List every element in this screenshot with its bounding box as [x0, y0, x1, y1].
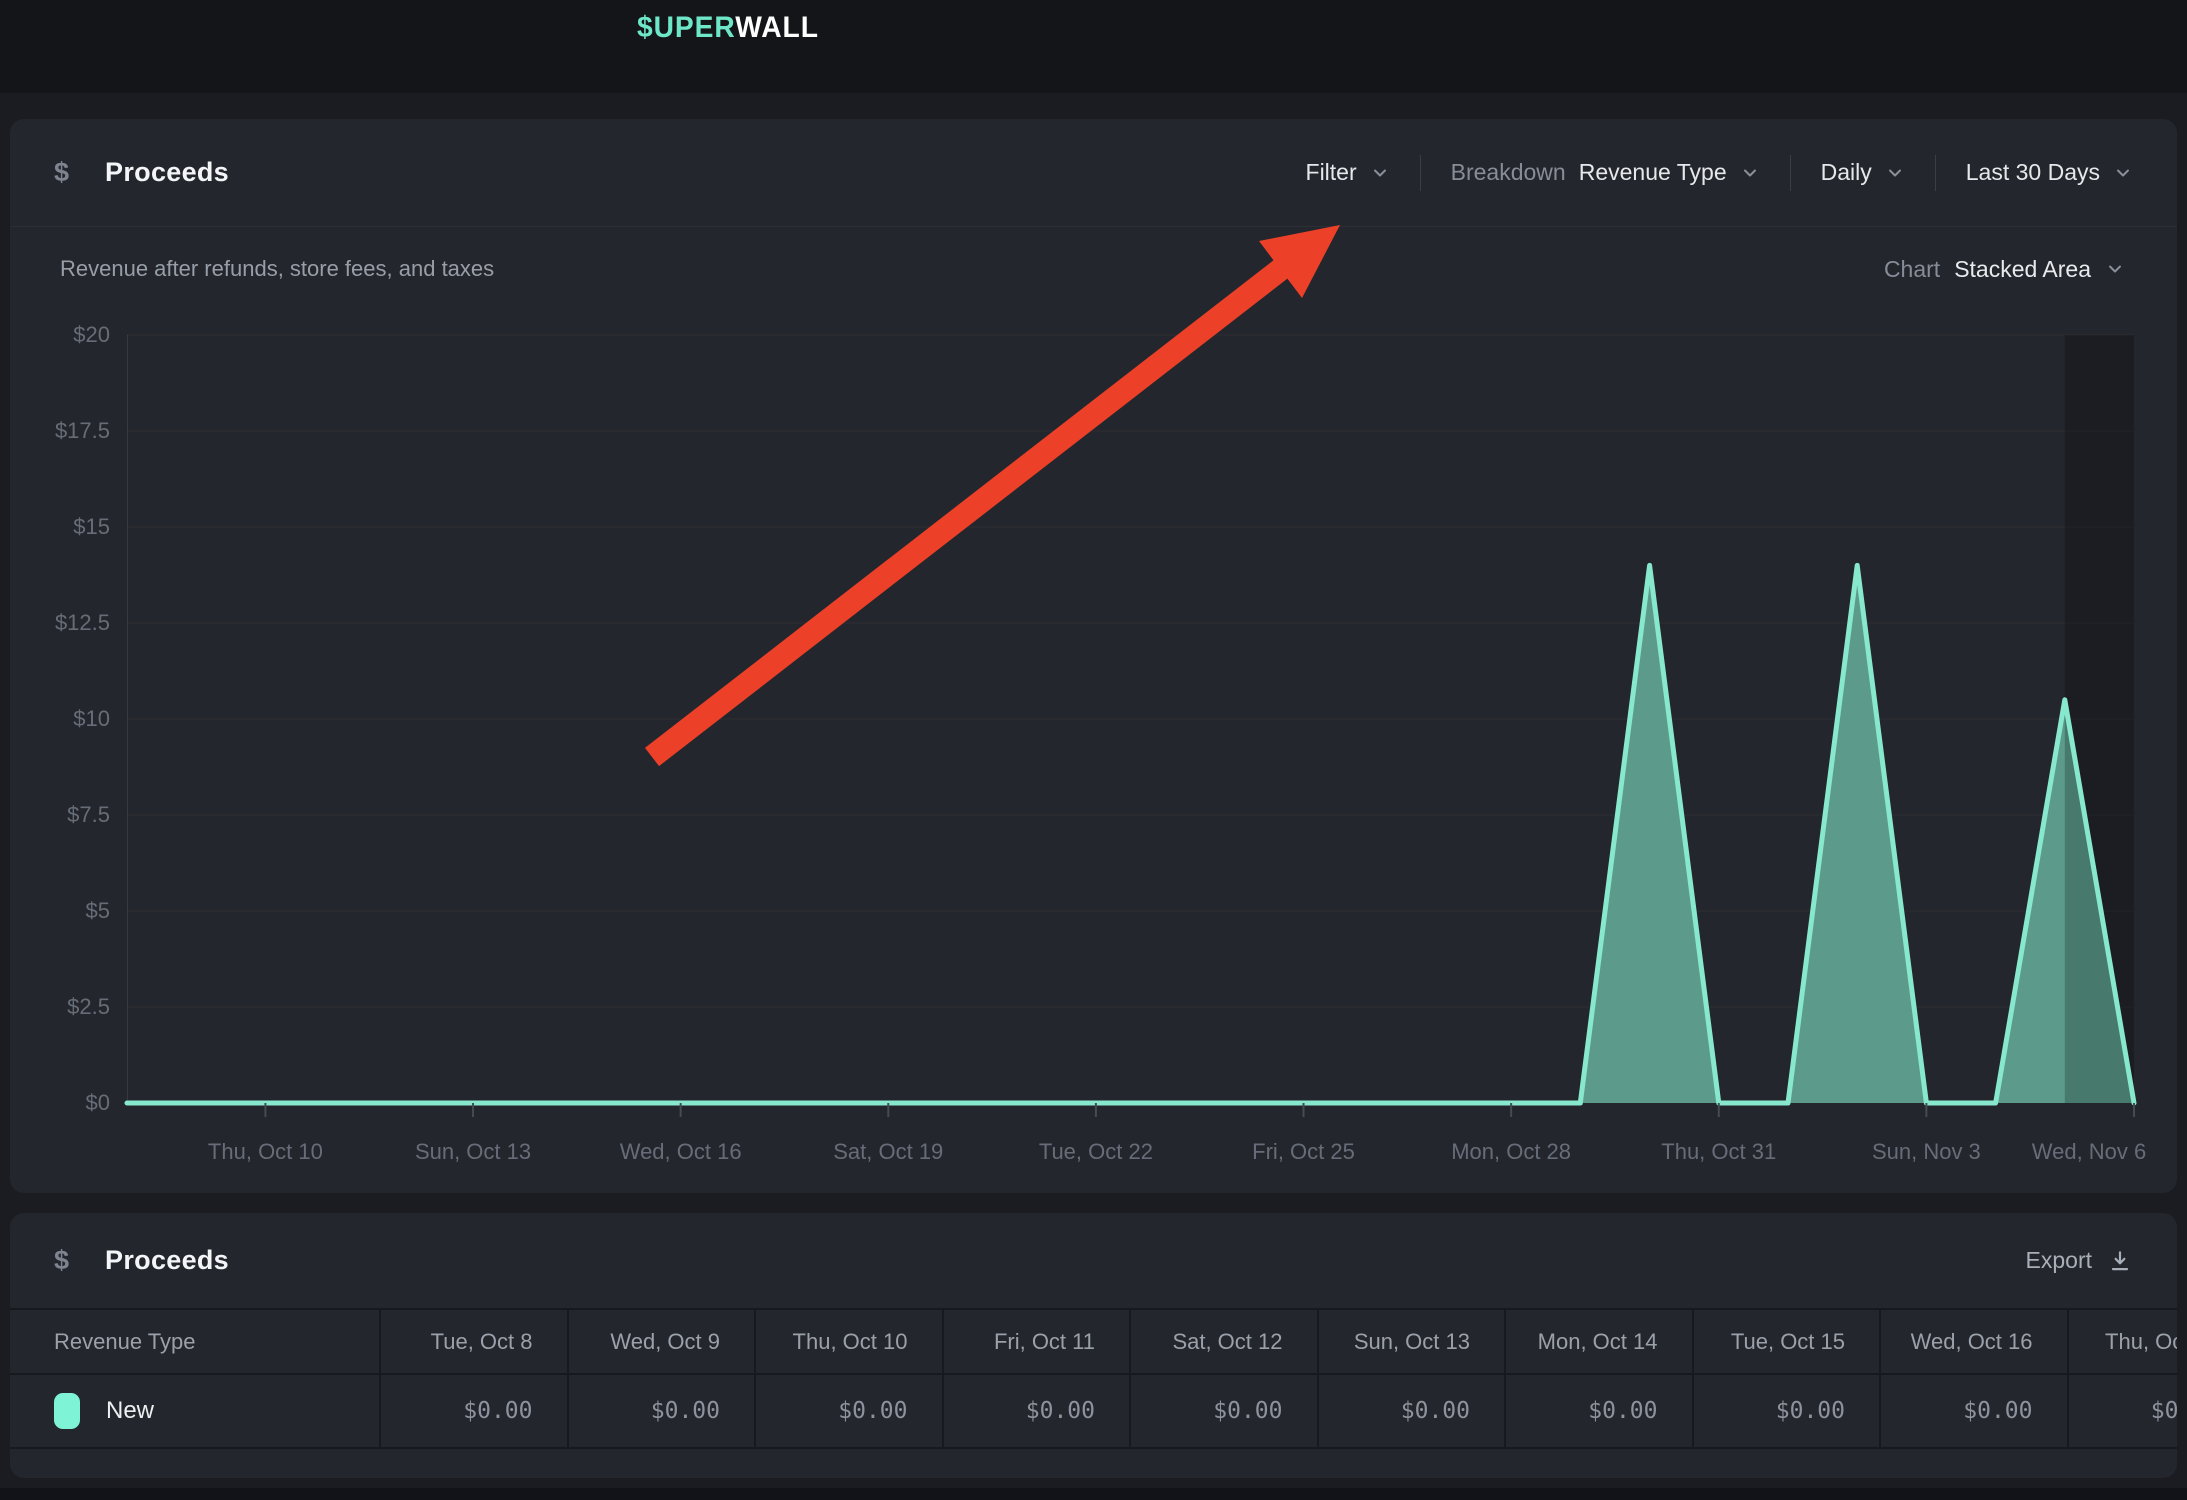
table-cell-value: $0.00: [1879, 1375, 2067, 1449]
chart-subtitle: Revenue after refunds, store fees, and t…: [60, 256, 494, 282]
table-row-label-cell: New: [10, 1375, 379, 1449]
chart-type-label: Chart: [1884, 256, 1940, 283]
column-header-date: Tue, Oct 8: [379, 1308, 567, 1375]
chevron-down-icon: [1885, 163, 1905, 183]
bottom-band: [0, 1488, 2187, 1500]
column-header-date: Thu, Oct 10: [754, 1308, 942, 1375]
date-range-control[interactable]: Last 30 Days: [1936, 159, 2133, 186]
chart-panel-header: $ Proceeds Filter Breakdown Revenue Type…: [10, 119, 2177, 227]
y-axis-tick-label: $5: [86, 898, 110, 924]
x-axis-tick-label: Wed, Nov 6: [2032, 1137, 2147, 1167]
top-bar: $UPERWALL: [0, 0, 2187, 93]
x-axis-tick-label: Sun, Oct 13: [415, 1137, 531, 1167]
row-label: New: [106, 1397, 154, 1425]
chevron-down-icon: [1740, 163, 1760, 183]
x-axis-tick-label: Sat, Oct 19: [833, 1137, 943, 1167]
table-cell-value: $0.00: [754, 1375, 942, 1449]
y-axis-tick-label: $20: [73, 322, 110, 348]
column-header-date: Tue, Oct 15: [1692, 1308, 1880, 1375]
filter-control[interactable]: Filter: [1276, 159, 1420, 186]
y-axis-tick-label: $7.5: [67, 802, 110, 828]
x-axis-tick-label: Wed, Oct 16: [620, 1137, 742, 1167]
x-axis-tick-label: Sun, Nov 3: [1872, 1137, 1981, 1167]
export-label: Export: [2026, 1247, 2092, 1274]
breakdown-label: Breakdown: [1451, 159, 1566, 186]
breakdown-value: Revenue Type: [1579, 159, 1727, 186]
granularity-value: Daily: [1821, 159, 1872, 186]
y-axis-tick-label: $17.5: [55, 418, 110, 444]
chart-type-value: Stacked Area: [1954, 256, 2091, 283]
table-cell-value: $0.00: [2067, 1375, 2178, 1449]
table-cell-value: $0.00: [1692, 1375, 1880, 1449]
table-panel-title: Proceeds: [105, 1245, 229, 1276]
table-cell-value: $0.00: [1504, 1375, 1692, 1449]
column-header-date: Fri, Oct 11: [942, 1308, 1130, 1375]
y-axis-labels: $0$2.5$5$7.5$10$12.5$15$17.5$20: [10, 335, 110, 1103]
dollar-icon: $: [54, 1245, 69, 1276]
download-icon: [2107, 1248, 2133, 1274]
column-header-date: Wed, Oct 9: [567, 1308, 755, 1375]
chart-type-control[interactable]: Chart Stacked Area: [1884, 256, 2125, 283]
column-header-date: Mon, Oct 14: [1504, 1308, 1692, 1375]
table-cell-value: $0.00: [379, 1375, 567, 1449]
filter-label: Filter: [1306, 159, 1357, 186]
chart-controls: Filter Breakdown Revenue Type Daily Last…: [1276, 155, 2133, 191]
breakdown-control[interactable]: Breakdown Revenue Type: [1421, 159, 1790, 186]
column-header-revenue-type: Revenue Type: [10, 1308, 379, 1375]
proceeds-table: Revenue TypeTue, Oct 8Wed, Oct 9Thu, Oct…: [10, 1308, 2177, 1449]
chevron-down-icon: [1370, 163, 1390, 183]
table-cell-value: $0.00: [567, 1375, 755, 1449]
legend-swatch: [54, 1393, 80, 1429]
x-axis-tick-label: Fri, Oct 25: [1252, 1137, 1355, 1167]
column-header-date: Sat, Oct 12: [1129, 1308, 1317, 1375]
proceeds-table-panel: $ Proceeds Export Revenue TypeTue, Oct 8…: [10, 1213, 2177, 1478]
y-axis-tick-label: $15: [73, 514, 110, 540]
stacked-area-chart[interactable]: [127, 335, 2134, 1103]
x-axis-tick-label: Mon, Oct 28: [1451, 1137, 1571, 1167]
y-axis-tick-label: $12.5: [55, 610, 110, 636]
x-axis-tick-label: Tue, Oct 22: [1039, 1137, 1153, 1167]
y-axis-tick-label: $0: [86, 1090, 110, 1116]
x-axis-tick-label: Thu, Oct 10: [208, 1137, 323, 1167]
export-button[interactable]: Export: [2026, 1247, 2133, 1274]
column-header-date: Sun, Oct 13: [1317, 1308, 1505, 1375]
table-cell-value: $0.00: [942, 1375, 1130, 1449]
chart-subheader: Revenue after refunds, store fees, and t…: [10, 226, 2177, 312]
proceeds-chart-panel: $ Proceeds Filter Breakdown Revenue Type…: [10, 119, 2177, 1193]
y-axis-tick-label: $10: [73, 706, 110, 732]
chevron-down-icon: [2105, 259, 2125, 279]
superwall-logo: $UPERWALL: [637, 11, 819, 45]
table-panel-header: $ Proceeds Export: [10, 1213, 2177, 1308]
y-axis-tick-label: $2.5: [67, 994, 110, 1020]
table-cell-value: $0.00: [1129, 1375, 1317, 1449]
column-header-date: Thu, Oct 17: [2067, 1308, 2178, 1375]
dollar-icon: $: [54, 157, 69, 188]
date-range-value: Last 30 Days: [1966, 159, 2100, 186]
column-header-date: Wed, Oct 16: [1879, 1308, 2067, 1375]
x-axis-labels: Thu, Oct 10 Sun, Oct 13 Wed, Oct 16 Sat, Oc…: [127, 1137, 2134, 1167]
granularity-control[interactable]: Daily: [1791, 159, 1935, 186]
table-cell-value: $0.00: [1317, 1375, 1505, 1449]
logo-rest: WALL: [735, 11, 819, 44]
logo-accent: $UPER: [637, 11, 735, 44]
x-axis-tick-label: Thu, Oct 31: [1661, 1137, 1776, 1167]
chevron-down-icon: [2113, 163, 2133, 183]
chart-panel-title: Proceeds: [105, 157, 229, 188]
